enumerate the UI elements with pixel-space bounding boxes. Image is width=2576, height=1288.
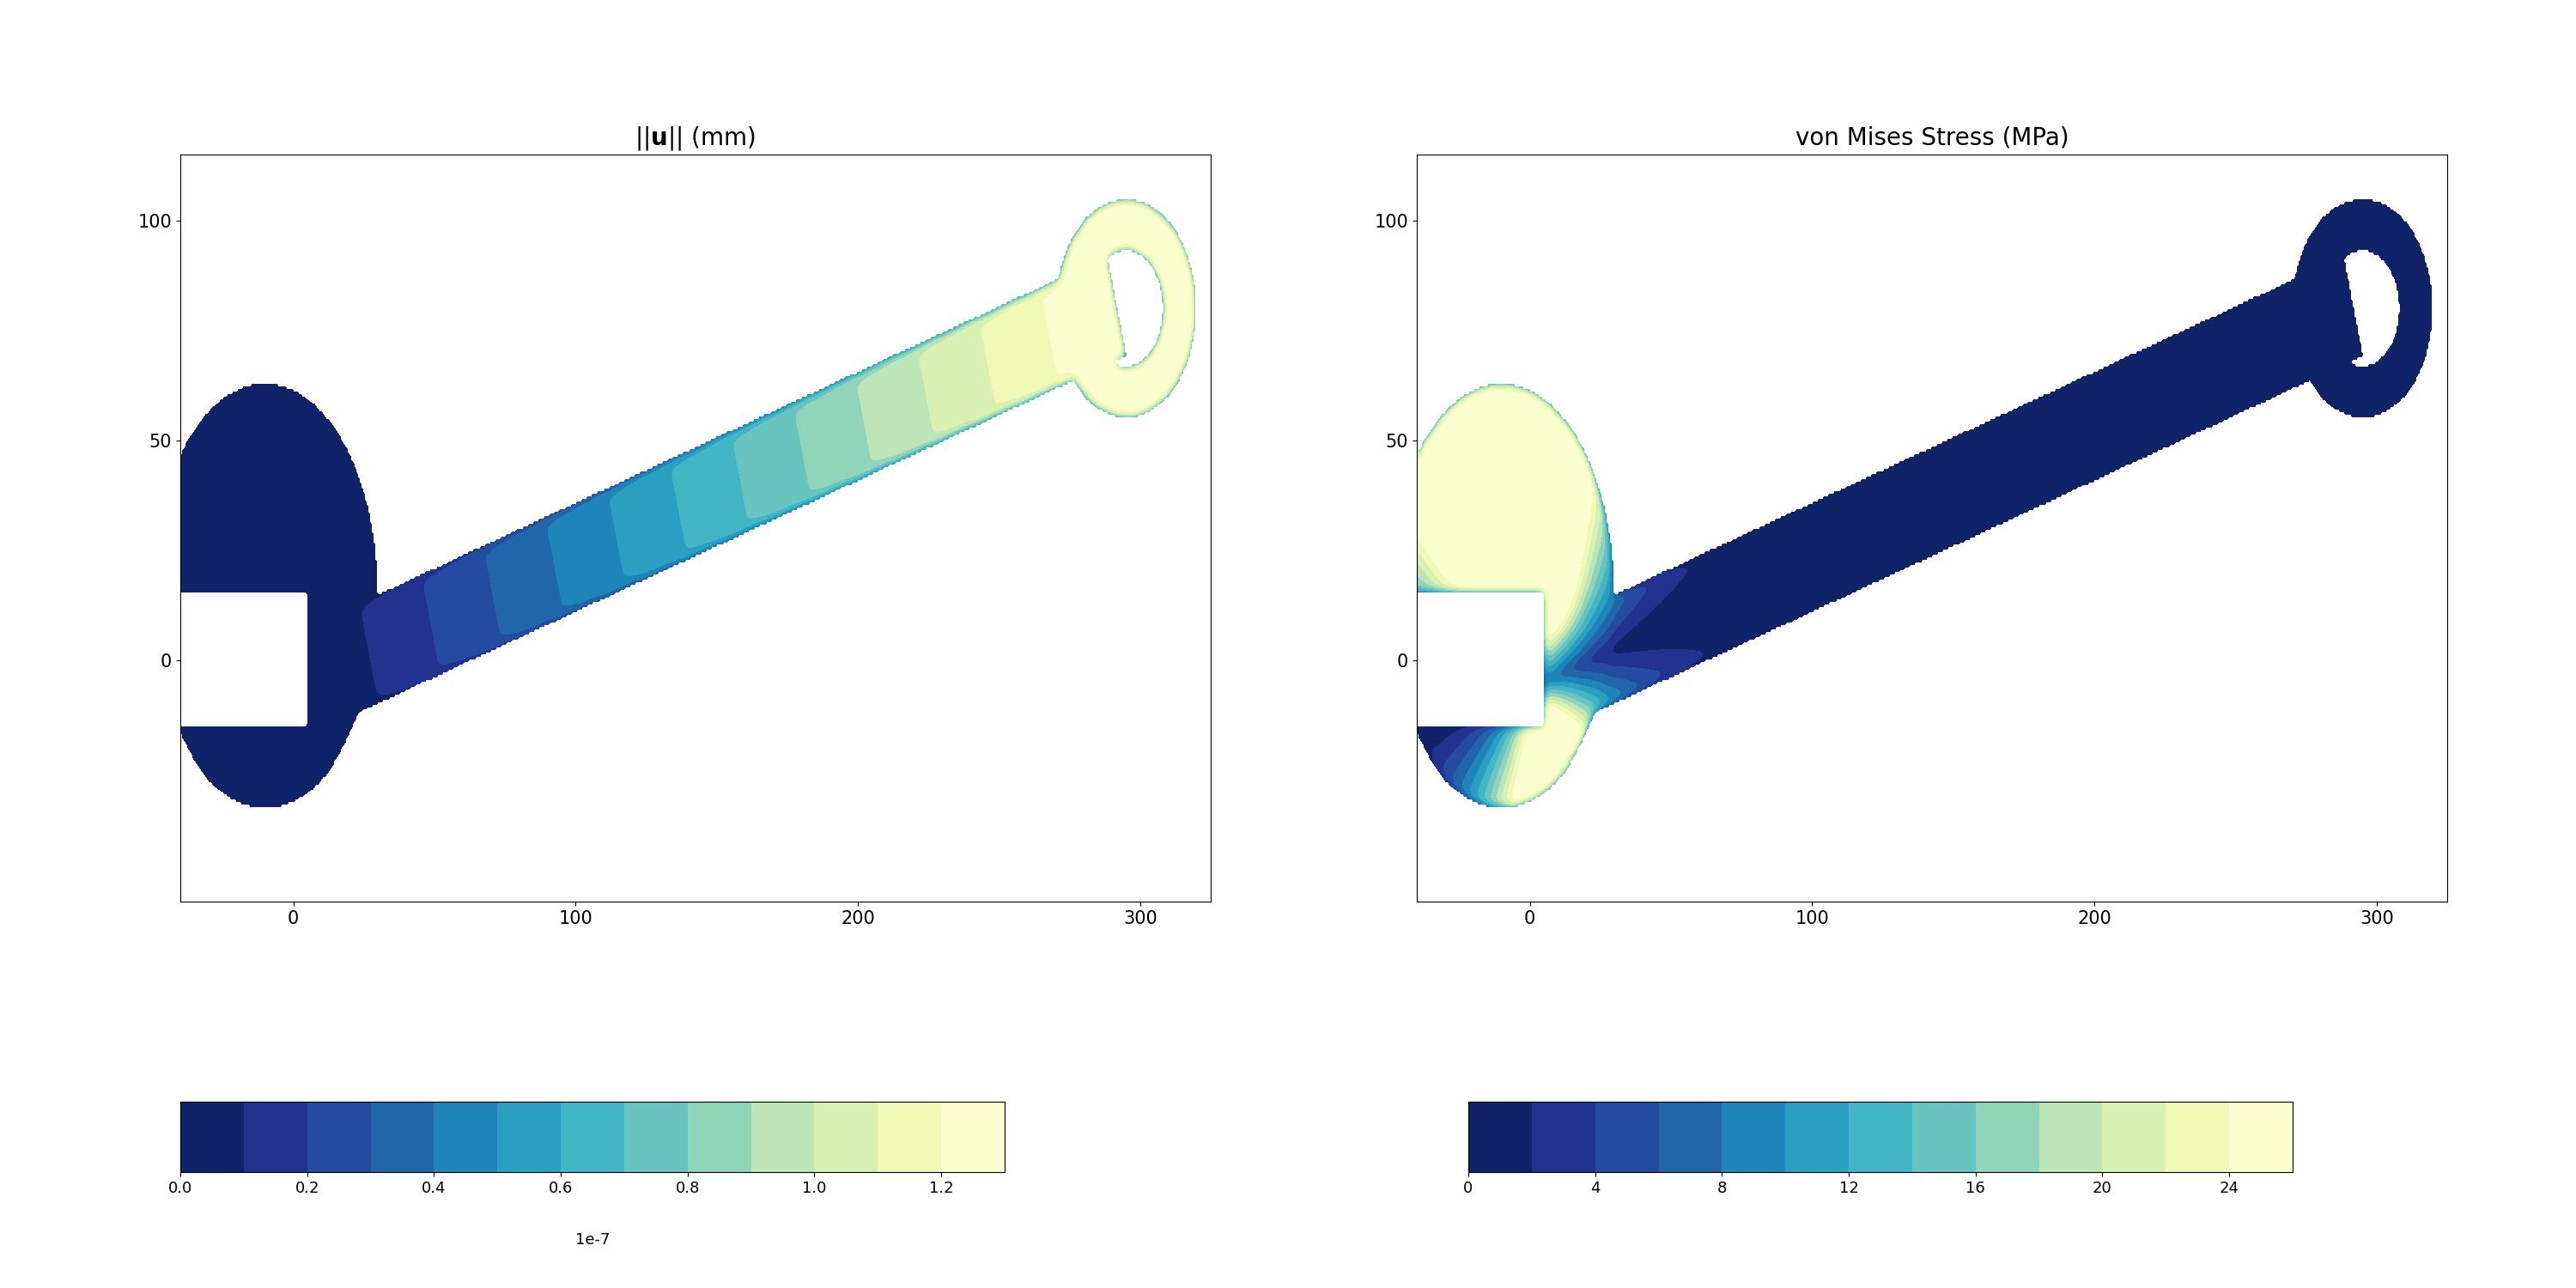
Text: 1e-7: 1e-7: [574, 1233, 611, 1248]
Title: von Mises Stress (MPa): von Mises Stress (MPa): [1795, 126, 2069, 151]
Title: $||\mathbf{u}||$ (mm): $||\mathbf{u}||$ (mm): [634, 125, 757, 152]
